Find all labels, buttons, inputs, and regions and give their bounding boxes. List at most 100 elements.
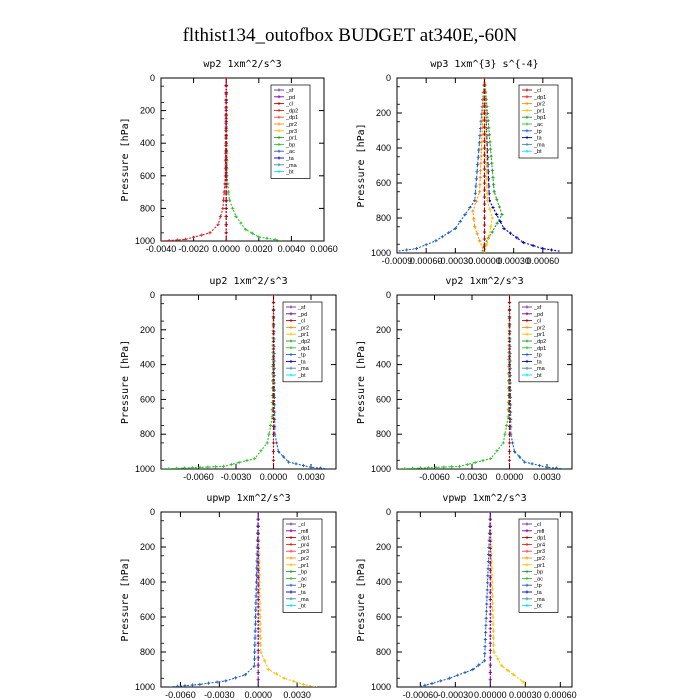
legend-label: _pr1 <box>533 332 545 338</box>
series-marker <box>482 83 487 87</box>
x-tick-label: 0.0000 <box>260 472 288 482</box>
series-marker <box>485 588 489 592</box>
series-marker <box>167 467 171 469</box>
legend-marker <box>289 563 293 567</box>
series-marker <box>272 366 276 370</box>
legend-marker <box>525 590 529 594</box>
series-marker <box>439 679 443 683</box>
series-marker <box>490 230 494 234</box>
series-marker <box>480 126 484 130</box>
legend-marker <box>525 366 529 370</box>
series-marker <box>549 248 554 252</box>
series-marker <box>488 634 492 638</box>
legend-marker <box>525 346 529 350</box>
y-tick-label: 0 <box>150 73 155 83</box>
legend-label: _ta <box>297 359 307 365</box>
series-marker <box>256 546 260 551</box>
y-tick-label: 800 <box>376 213 391 223</box>
panel-title: vp2 1xm^2/s^3 <box>445 276 523 287</box>
legend-marker <box>525 88 529 92</box>
series-marker <box>190 466 194 469</box>
x-tick-label: -0.0060 <box>165 690 196 700</box>
legend-label: _dp1 <box>285 115 298 121</box>
series-marker <box>229 462 233 467</box>
legend-label: _ac <box>285 149 295 155</box>
legend-label: _pr2 <box>533 325 545 331</box>
legend-label: _pr3 <box>285 129 297 135</box>
legend-label: _pr1 <box>297 563 309 569</box>
series-marker <box>504 423 509 428</box>
legend-marker <box>289 604 293 608</box>
series-marker <box>495 449 499 453</box>
series-marker <box>224 199 228 203</box>
series-marker <box>294 462 298 466</box>
legend-marker <box>277 129 281 133</box>
series-marker <box>482 216 487 220</box>
series-line-tp <box>170 512 259 687</box>
x-tick-label: 0.0060 <box>310 244 338 254</box>
series-marker <box>253 622 257 626</box>
legend-label: _dp1 <box>533 95 546 101</box>
legend-label: _bp1 <box>533 115 546 121</box>
profiles <box>397 78 561 253</box>
legend-label: _sf <box>533 305 542 311</box>
legend-box <box>282 518 323 613</box>
series-marker <box>237 460 241 465</box>
legend-marker <box>525 570 529 574</box>
series-marker <box>477 141 481 145</box>
series-marker <box>488 539 492 543</box>
series-marker <box>271 386 276 390</box>
x-tick-label: 0.00000 <box>468 256 501 266</box>
legend-marker <box>277 122 281 126</box>
series-marker <box>256 619 260 623</box>
series-marker <box>491 608 495 612</box>
series-marker <box>224 119 228 124</box>
series-marker <box>482 237 487 241</box>
series-marker <box>479 154 483 158</box>
series-marker <box>224 170 228 174</box>
series-marker <box>411 466 415 469</box>
series-marker <box>488 140 492 144</box>
profiles <box>417 512 526 687</box>
legend-label: _dp1 <box>533 346 546 352</box>
y-tick-label: 800 <box>376 647 391 657</box>
panel-6: vpwp 1xm^2/s^3 Pressure [hPa] 0 200 400 600 80… <box>356 493 577 700</box>
legend-label: _pr2 <box>285 122 297 128</box>
series-marker <box>258 636 263 640</box>
series-marker <box>457 464 462 468</box>
series-marker <box>473 460 477 465</box>
series-marker <box>502 226 506 231</box>
x-tick-label: 0.00000 <box>474 690 507 700</box>
legend-marker <box>525 136 529 140</box>
series-marker <box>430 681 434 686</box>
series-marker <box>224 112 228 116</box>
series-marker <box>478 175 482 180</box>
series-marker <box>253 636 257 640</box>
series-marker <box>488 517 492 521</box>
series-marker <box>488 641 492 645</box>
legend-label: _ac <box>533 576 543 582</box>
series-marker <box>507 316 512 320</box>
series-marker <box>271 347 276 351</box>
legend-label: _pr4 <box>297 542 309 548</box>
series-marker <box>490 216 494 220</box>
panel-1: wp2 1xm^2/s^3 Pressure [hPa] 0 200 400 600 800… <box>120 59 338 254</box>
series-marker <box>271 393 276 398</box>
series-marker <box>487 552 491 557</box>
series-marker <box>265 441 269 445</box>
series-marker <box>253 643 257 647</box>
y-tick-label: 600 <box>140 171 155 181</box>
series-marker <box>270 415 274 419</box>
series-marker <box>476 155 480 159</box>
series-marker <box>477 663 481 667</box>
series-marker <box>275 441 279 445</box>
series-marker <box>271 316 276 320</box>
series-line-dp2 <box>161 78 227 241</box>
series-marker <box>485 581 490 585</box>
profiles <box>170 512 317 687</box>
y-tick-label: 800 <box>140 647 155 657</box>
series-marker <box>507 324 512 328</box>
series-marker <box>318 466 322 469</box>
y-tick-label: 400 <box>376 577 391 587</box>
series-marker <box>301 463 306 468</box>
